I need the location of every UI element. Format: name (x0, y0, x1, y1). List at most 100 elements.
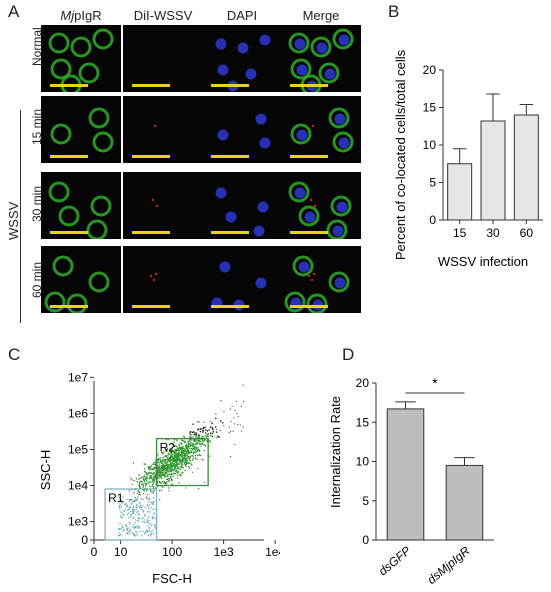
event-point (187, 455, 189, 457)
event-point (141, 483, 143, 485)
event-point (169, 470, 172, 473)
event-point (170, 442, 172, 445)
membrane-ring (290, 58, 312, 80)
event-point (167, 439, 169, 441)
event-point (158, 465, 160, 467)
event-point (131, 483, 133, 486)
event-point (219, 420, 222, 422)
event-point (167, 452, 170, 454)
nucleus (336, 201, 348, 213)
event-point (215, 425, 217, 428)
event-point (150, 477, 153, 480)
event-point (122, 496, 124, 498)
event-point (160, 469, 163, 471)
nucleus (324, 68, 336, 80)
scale-bar (211, 231, 249, 234)
x-tick-label: 60 (520, 226, 534, 240)
event-point (128, 490, 131, 492)
x-tick-label: 100 (162, 545, 182, 559)
nucleus (217, 129, 229, 141)
event-point (150, 490, 152, 493)
event-point (148, 511, 151, 513)
event-point (178, 449, 181, 452)
event-point (209, 434, 212, 437)
event-point (189, 430, 192, 433)
event-point (165, 462, 168, 464)
event-point (158, 463, 161, 465)
event-point (181, 449, 183, 452)
event-point (185, 463, 188, 465)
event-point (179, 448, 182, 450)
event-point (185, 465, 187, 468)
event-point (179, 473, 181, 476)
chart-b-ylabel: Percent of co-located cells/total cells (393, 49, 408, 260)
event-point (137, 496, 139, 498)
event-point (146, 531, 149, 533)
event-point (150, 533, 152, 536)
x-tick-label: 1e3 (214, 545, 234, 559)
event-point (147, 501, 149, 503)
event-point (163, 468, 165, 470)
event-point (149, 523, 152, 525)
event-point (127, 529, 129, 531)
event-point (206, 430, 209, 432)
event-point (127, 512, 130, 515)
event-point (158, 461, 160, 463)
event-point (123, 510, 125, 513)
event-point (204, 426, 206, 428)
nucleus (255, 113, 267, 125)
event-point (191, 448, 193, 450)
event-point (193, 433, 195, 435)
event-point (174, 444, 177, 447)
event-point (181, 453, 184, 455)
event-point (154, 463, 156, 466)
micrograph-image (149, 272, 158, 282)
event-point (160, 461, 162, 464)
event-point (129, 498, 131, 500)
event-point (134, 521, 136, 524)
nucleus (225, 211, 237, 223)
event-point (146, 521, 148, 523)
event-point (119, 522, 121, 525)
event-point (173, 445, 176, 447)
event-point (134, 514, 137, 516)
column-header-mjpigr: MjpIgR (41, 8, 121, 23)
chart-b: Percent of co-located cells/total cells … (393, 49, 543, 269)
event-point (150, 465, 153, 467)
event-point (137, 511, 139, 513)
event-point (138, 481, 141, 484)
membrane-ring (318, 62, 340, 84)
event-point (166, 466, 169, 468)
event-point (184, 464, 186, 466)
event-point (174, 454, 176, 457)
event-point (148, 520, 150, 522)
event-point (147, 516, 150, 518)
nucleus (217, 64, 229, 76)
nucleus (219, 261, 231, 273)
event-point (165, 467, 167, 470)
event-point (197, 436, 200, 438)
event-point (183, 447, 185, 450)
event-point (129, 523, 131, 525)
event-point (120, 506, 122, 508)
event-point (152, 529, 154, 532)
y-tick-label: 20 (423, 63, 437, 77)
event-point (197, 421, 199, 423)
micrograph-60-min-1 (41, 246, 121, 313)
event-point (147, 510, 149, 513)
event-point (136, 511, 138, 513)
event-point (195, 435, 198, 437)
event-point (175, 465, 178, 467)
event-point (170, 466, 173, 468)
event-point (186, 451, 188, 453)
event-point (122, 530, 124, 532)
event-point (135, 477, 138, 480)
event-point (171, 453, 174, 456)
event-point (119, 504, 121, 506)
event-point (168, 490, 170, 492)
event-point (154, 466, 156, 469)
event-point (138, 493, 141, 496)
micrograph-normal-4 (281, 25, 361, 92)
event-point (152, 497, 155, 499)
event-point (203, 439, 206, 441)
